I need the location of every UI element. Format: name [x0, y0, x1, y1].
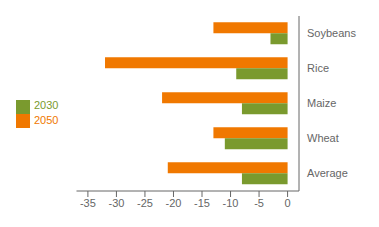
svg-text:-15: -15 — [194, 197, 210, 209]
svg-text:Wheat: Wheat — [307, 132, 339, 144]
svg-text:Maize: Maize — [307, 97, 336, 109]
svg-text:-30: -30 — [108, 197, 124, 209]
svg-text:Rice: Rice — [307, 62, 329, 74]
svg-text:0: 0 — [285, 197, 291, 209]
svg-text:Average: Average — [307, 167, 348, 179]
svg-text:-5: -5 — [254, 197, 264, 209]
svg-text:-20: -20 — [166, 197, 182, 209]
html-text:2050: 2050 — [34, 113, 59, 126]
svg-text:-10: -10 — [223, 197, 239, 209]
svg-text:-35: -35 — [80, 197, 96, 209]
svg-text:-25: -25 — [137, 197, 153, 209]
svg-text:Soybeans: Soybeans — [307, 27, 356, 39]
html-text:2030: 2030 — [34, 99, 59, 112]
